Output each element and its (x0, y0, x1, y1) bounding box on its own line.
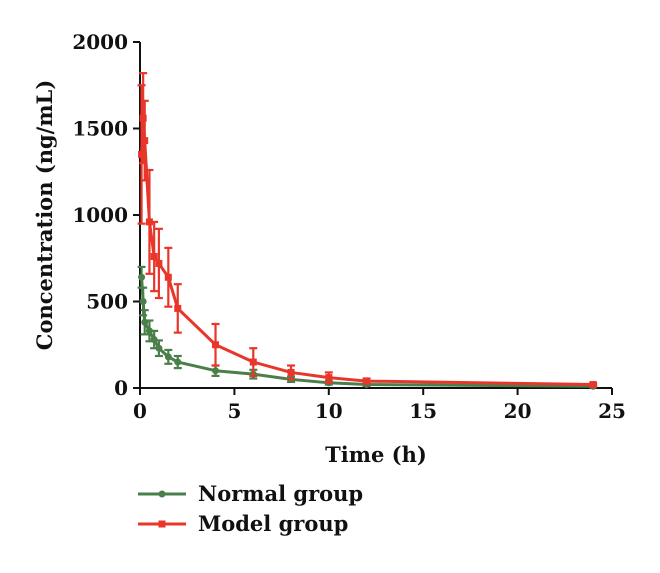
series-normal-group (137, 265, 598, 390)
series-line (140, 277, 594, 388)
x-tick-label: 15 (409, 399, 437, 423)
data-point (139, 298, 147, 305)
legend-label: Model group (198, 511, 348, 536)
x-tick-label: 10 (315, 399, 343, 423)
data-point (164, 353, 172, 361)
legend-marker (158, 490, 166, 498)
series-layer (137, 72, 598, 390)
data-point (155, 344, 163, 352)
data-point (174, 358, 182, 366)
axes: 0 500 1000 1500 2000 0 5 10 15 20 25 (72, 30, 626, 423)
legend-label: Normal group (198, 481, 363, 506)
data-point (141, 137, 149, 145)
y-axis-title: Concentration (ng/mL) (32, 80, 57, 351)
data-point (145, 327, 153, 335)
data-point (155, 259, 163, 267)
y-tick-label: 500 (86, 290, 128, 314)
data-point (249, 358, 257, 366)
data-point (145, 218, 153, 226)
y-tick-label: 1500 (72, 117, 128, 141)
legend-item: Normal group (138, 481, 363, 506)
x-axis-title: Time (h) (325, 442, 427, 467)
data-point (138, 150, 146, 158)
series-model-group (137, 72, 598, 389)
legend-item: Model group (138, 511, 348, 536)
data-point (150, 336, 158, 344)
data-point (212, 341, 220, 349)
series-line (140, 116, 594, 387)
data-point (139, 114, 147, 122)
x-tick-label: 5 (227, 399, 241, 423)
data-point (325, 374, 333, 382)
x-tick-label: 0 (133, 399, 147, 423)
legend-marker (158, 520, 166, 528)
legend: Normal group Model group (138, 481, 363, 536)
data-point (212, 367, 220, 375)
y-tick-label: 2000 (72, 30, 128, 54)
y-tick-label: 1000 (72, 203, 128, 227)
data-point (287, 368, 295, 376)
x-tick-label: 20 (504, 399, 532, 423)
data-point (363, 377, 371, 385)
data-point (141, 318, 149, 326)
data-point (589, 381, 597, 389)
y-tick-label: 0 (114, 376, 128, 400)
x-tick-label: 25 (598, 399, 626, 423)
data-point (150, 253, 158, 261)
data-point (164, 273, 172, 281)
data-point (138, 273, 146, 281)
data-point (174, 304, 182, 312)
